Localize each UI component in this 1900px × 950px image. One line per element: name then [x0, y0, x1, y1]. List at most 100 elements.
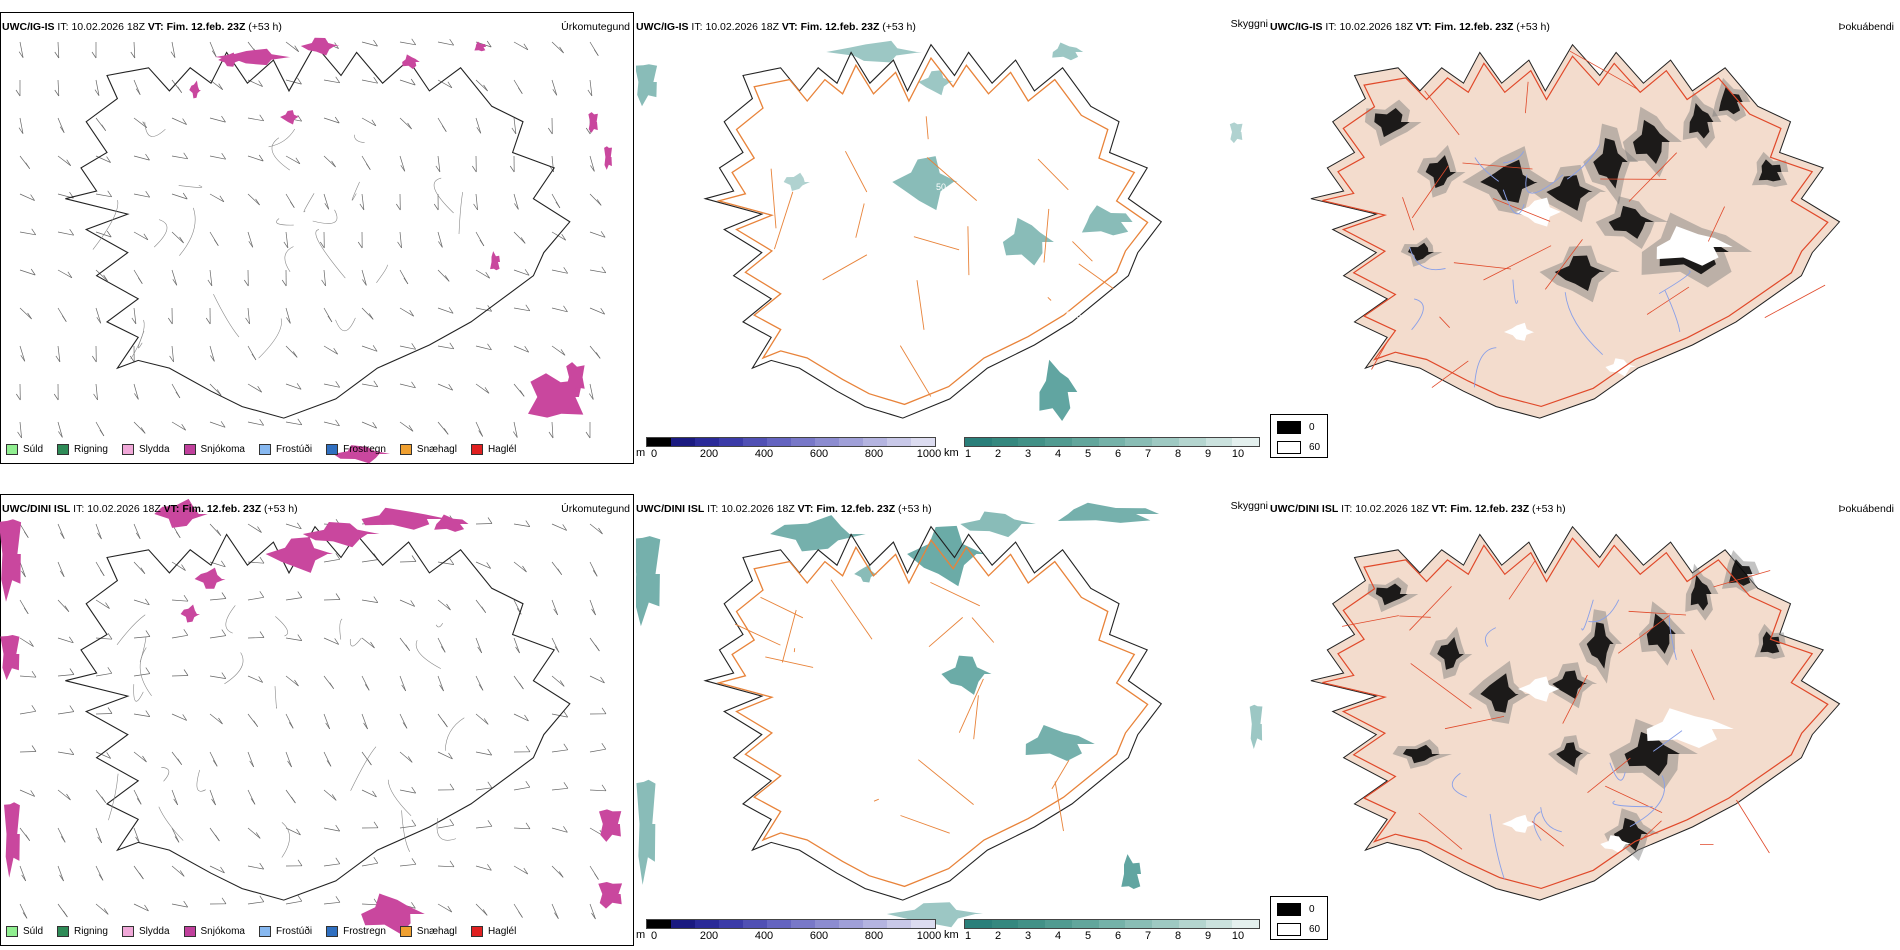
wind-barb-feather	[442, 125, 447, 132]
iceland-outline	[65, 525, 571, 901]
river	[1473, 347, 1497, 388]
wind-barb-feather	[55, 355, 61, 363]
colorbar-tick: 7	[1144, 930, 1152, 942]
wind-barb	[209, 421, 226, 428]
wind-barb-feather	[215, 834, 220, 842]
wind-barb-feather	[449, 819, 455, 826]
wind-barb-feather	[446, 603, 451, 611]
wind-barb-feather	[372, 345, 378, 352]
wind-barb-feather	[15, 89, 21, 97]
colorbar-tick: 8	[1174, 930, 1182, 942]
wind-barb	[361, 307, 374, 320]
wind-barb	[589, 79, 593, 96]
wind-barb-feather	[561, 234, 566, 241]
wind-barb	[361, 862, 378, 867]
wind-barb-feather	[288, 722, 294, 729]
road	[1037, 158, 1069, 191]
colorbar-cell	[991, 920, 1019, 928]
terrain-line	[415, 640, 441, 669]
wind-barb-feather	[59, 874, 64, 882]
wind-barb-feather	[443, 428, 449, 435]
legend-label: Snjókoma	[200, 443, 245, 455]
wind-barb-feather	[107, 707, 113, 714]
legend-item: Haglél	[470, 925, 516, 937]
legend-label: Frostregn	[343, 443, 386, 455]
wind-barb-feather	[144, 904, 149, 912]
wind-barb-feather	[92, 355, 97, 363]
panel-header: UWC/IG-IS IT: 10.02.2026 18Z VT: Fim. 12…	[636, 21, 916, 33]
wind-barb	[57, 789, 71, 801]
wind-barb	[513, 231, 526, 244]
wind-barb-feather	[106, 230, 112, 238]
terrain-line	[196, 769, 206, 792]
wind-barb-feather	[295, 157, 301, 164]
wind-barb-feather	[321, 279, 326, 287]
colorbar-cell	[791, 920, 815, 928]
colorbar-cell	[1178, 438, 1206, 446]
wind-barb-feather	[335, 896, 341, 903]
wind-barb	[209, 598, 226, 601]
wind-barb-feather	[481, 606, 486, 613]
wind-barb	[285, 523, 302, 530]
fog-core	[1646, 613, 1676, 654]
wind-barb-feather	[183, 900, 188, 908]
snow-area	[434, 514, 469, 532]
wind-barb-feather	[297, 895, 303, 902]
fog-legend: 0 60	[1270, 414, 1328, 458]
panel-title: Þokuábendi	[1838, 503, 1894, 515]
wind-barb	[399, 751, 413, 763]
wind-barb	[285, 751, 292, 768]
wind-barb-feather	[259, 114, 264, 121]
wind-barb-feather	[364, 684, 370, 691]
wind-barb	[57, 751, 74, 755]
wind-barb-feather	[525, 520, 531, 527]
wind-barb	[437, 561, 454, 565]
wind-barb	[513, 345, 529, 353]
road	[925, 116, 929, 140]
wind-barb	[399, 307, 414, 317]
wind-barb-feather	[53, 393, 59, 401]
visibility-labels: 999	[926, 931, 941, 941]
wind-barb-feather	[245, 317, 250, 325]
wind-barb-feather	[221, 897, 227, 904]
iceland-outline	[703, 525, 1163, 901]
colorbar-tick: 4	[1054, 930, 1062, 942]
wind-barb	[171, 421, 186, 431]
visibility-map: 999	[636, 502, 1263, 941]
wind-barb	[171, 193, 188, 200]
road	[1628, 610, 1687, 616]
wind-barb	[551, 269, 568, 274]
fog-core	[1374, 108, 1410, 138]
road	[1439, 316, 1450, 328]
wind-barb-feather	[23, 607, 29, 614]
terrain-line	[284, 246, 294, 272]
snow-area	[333, 445, 390, 464]
terrain-line	[458, 192, 463, 235]
precip-map	[0, 498, 623, 934]
wind-barb-feather	[518, 911, 523, 918]
road	[1444, 716, 1505, 730]
wind-barb	[551, 523, 567, 531]
wind-barb	[589, 675, 605, 684]
wind-barb-feather	[145, 630, 151, 637]
wind-barb	[551, 787, 568, 791]
river	[1409, 247, 1446, 271]
colorbar-tick: 6	[1114, 448, 1122, 460]
wind-barb-feather	[444, 275, 450, 282]
wind-barb-feather	[589, 393, 594, 400]
colorbar-cell	[1018, 920, 1046, 928]
snow-area	[189, 80, 201, 99]
road	[916, 280, 925, 330]
wind-barb-feather	[401, 684, 406, 692]
wind-barb	[133, 193, 150, 198]
wind-barb-feather	[181, 564, 186, 571]
wind-barb-feather	[91, 51, 97, 59]
wind-barb	[437, 865, 455, 868]
road	[1371, 339, 1390, 370]
terrain-line	[224, 652, 244, 685]
legend-label: Súld	[23, 925, 44, 937]
wind-barb	[323, 269, 326, 286]
wind-barb-feather	[325, 722, 330, 730]
legend-item: Súld	[6, 443, 43, 455]
wind-barb-feather	[221, 115, 226, 123]
